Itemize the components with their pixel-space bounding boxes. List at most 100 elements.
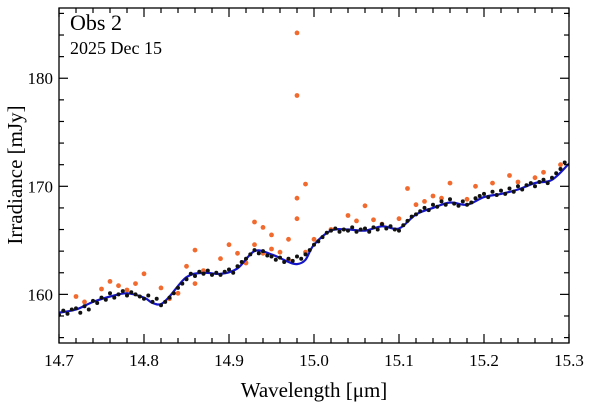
clean-point	[120, 289, 125, 294]
raw-point	[541, 169, 546, 175]
clean-point	[282, 260, 287, 264]
clean-point	[214, 270, 219, 275]
clean-point	[244, 256, 248, 261]
clean-point	[367, 229, 372, 234]
clean-point	[91, 298, 95, 303]
raw-point	[396, 216, 402, 222]
clean-point	[184, 277, 189, 282]
clean-point	[273, 257, 278, 262]
x-tick-label: 14.9	[214, 351, 244, 370]
clean-point	[290, 258, 295, 263]
clean-point	[358, 227, 363, 232]
raw-point	[107, 279, 113, 284]
clean-point	[167, 295, 172, 300]
clean-point	[218, 272, 223, 277]
clean-point	[269, 254, 274, 259]
clean-point	[227, 267, 231, 272]
clean-point	[65, 311, 70, 316]
clean-point	[307, 248, 312, 253]
clean-point	[256, 251, 261, 256]
clean-point	[116, 292, 121, 297]
clean-point	[499, 188, 503, 193]
y-tick-label: 170	[28, 177, 54, 196]
clean-point	[222, 269, 227, 274]
clean-point	[248, 252, 253, 257]
chart-title: Obs 2	[70, 10, 122, 35]
clean-point	[401, 223, 406, 228]
raw-point	[294, 93, 300, 98]
clean-point	[482, 191, 486, 196]
clean-point	[545, 181, 550, 186]
raw-point	[507, 173, 512, 178]
raw-point	[447, 180, 453, 186]
raw-point	[405, 186, 410, 191]
raw-point	[124, 287, 130, 293]
clean-point	[265, 253, 270, 258]
clean-point	[516, 184, 520, 189]
raw-point	[294, 195, 300, 201]
clean-point	[422, 205, 427, 210]
clean-point	[418, 209, 423, 214]
clean-point	[129, 290, 134, 295]
clean-point	[507, 186, 512, 191]
raw-point	[73, 294, 79, 299]
clean-point	[346, 228, 350, 233]
raw-point	[354, 218, 359, 224]
clean-point	[61, 308, 66, 313]
clean-point	[511, 189, 516, 194]
clean-point	[78, 310, 83, 315]
clean-point	[371, 225, 376, 230]
clean-point	[103, 297, 108, 302]
clean-point	[405, 218, 410, 223]
clean-point	[375, 227, 380, 232]
clean-point	[384, 226, 389, 231]
raw-point	[99, 286, 104, 292]
clean-point	[337, 229, 342, 234]
clean-point	[397, 228, 401, 233]
x-axis-label: Wavelength [μm]	[241, 378, 388, 402]
clean-point	[295, 254, 299, 259]
model-line	[59, 162, 569, 314]
clean-point	[142, 296, 146, 301]
y-tick-labels: 160 170 180	[28, 69, 54, 304]
raw-point	[82, 299, 87, 305]
clean-point	[82, 304, 87, 309]
clean-point	[439, 199, 444, 204]
clean-point	[528, 181, 533, 186]
raw-point	[175, 290, 181, 296]
clean-point	[503, 191, 508, 196]
raw-point	[473, 183, 478, 189]
raw-point	[362, 203, 368, 209]
clean-point	[414, 212, 418, 217]
x-tick-label: 15.2	[469, 351, 499, 370]
x-tick-label: 15.1	[384, 351, 414, 370]
clean-point	[303, 252, 308, 257]
clean-point	[354, 229, 359, 234]
raw-point	[286, 236, 291, 242]
clean-point	[112, 295, 117, 300]
raw-point	[532, 175, 538, 181]
clean-point	[477, 194, 482, 198]
clean-point	[137, 294, 142, 299]
raw-point	[235, 250, 240, 256]
clean-point	[69, 307, 74, 312]
clean-point	[180, 281, 185, 286]
y-axis-label: Irradiance [mJy]	[3, 105, 27, 244]
raw-point	[252, 242, 257, 248]
raw-point	[371, 217, 376, 223]
clean-point	[188, 271, 193, 276]
clean-point	[197, 269, 202, 274]
x-tick-label: 15.3	[554, 351, 584, 370]
clean-point	[562, 160, 567, 165]
x-tick-label: 14.7	[44, 351, 74, 370]
raw-point	[158, 285, 164, 291]
clean-point	[388, 224, 393, 229]
clean-point	[210, 272, 214, 277]
clean-point	[261, 249, 265, 254]
raw-point	[439, 195, 444, 201]
clean-point	[431, 202, 435, 207]
y-tick-label: 180	[28, 69, 54, 88]
clean-point	[324, 230, 329, 235]
clean-point	[171, 291, 176, 296]
